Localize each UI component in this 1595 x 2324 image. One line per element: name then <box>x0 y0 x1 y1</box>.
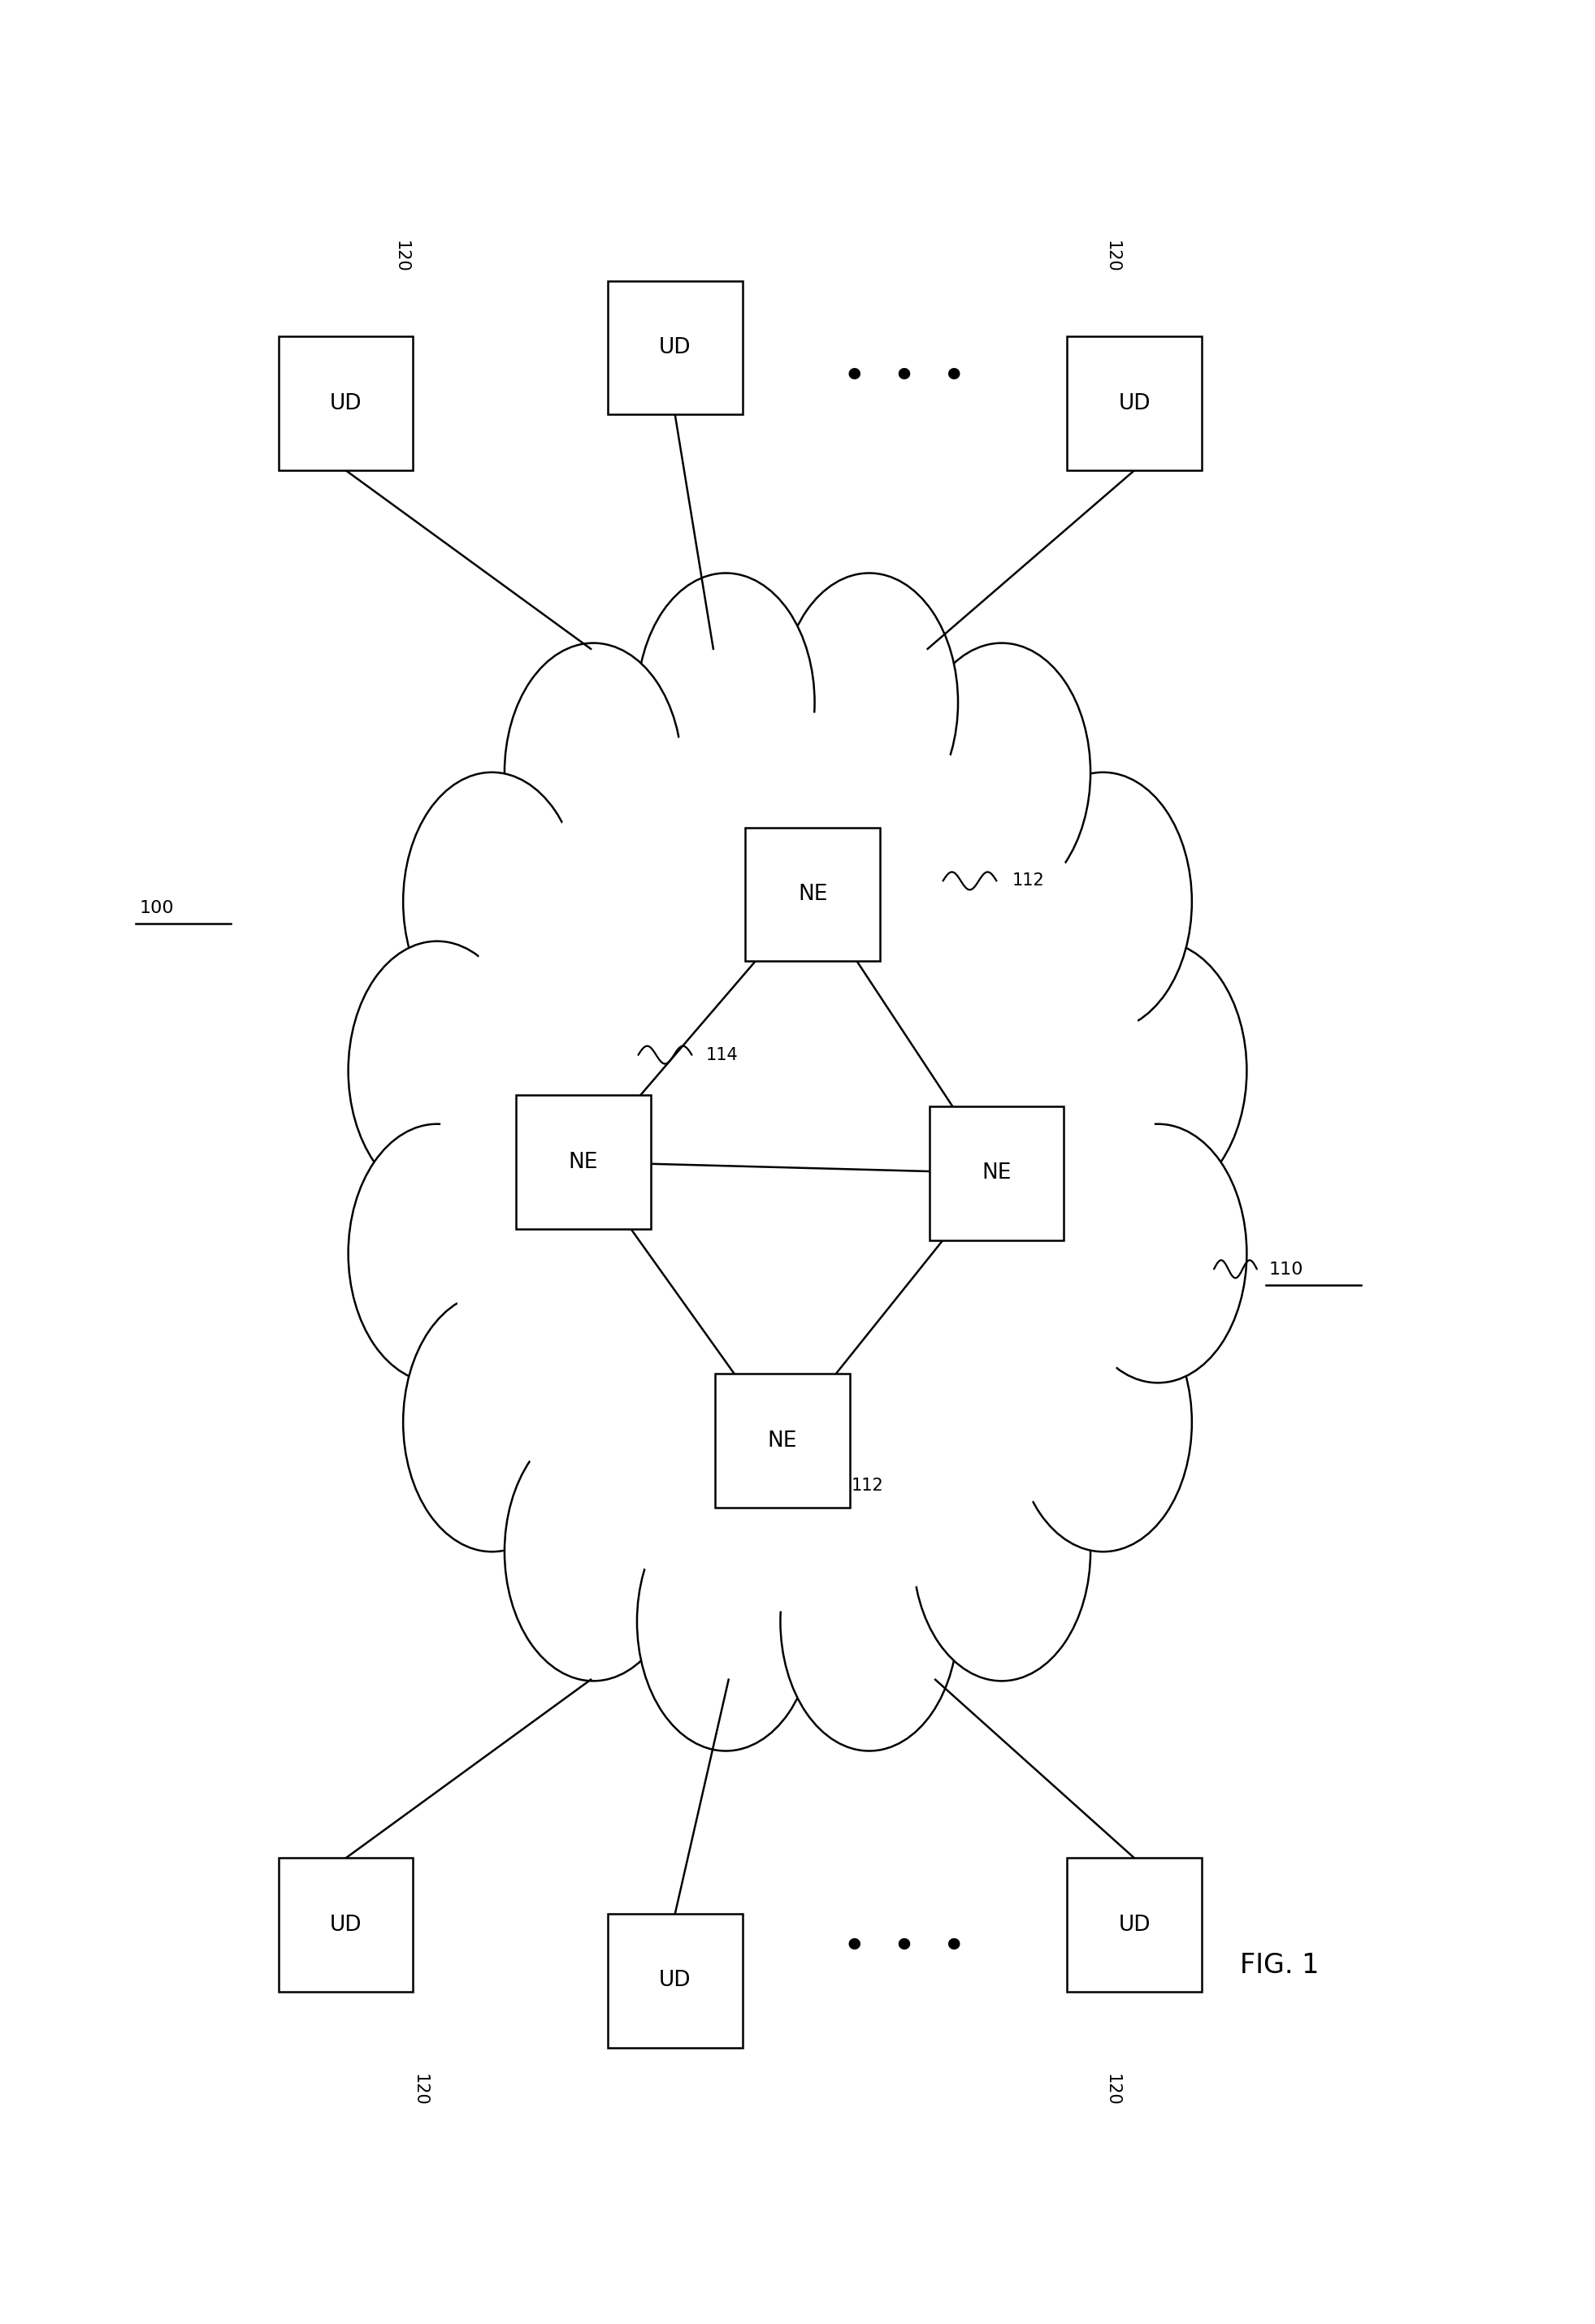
Text: NE: NE <box>767 1429 798 1452</box>
Ellipse shape <box>439 711 1156 1613</box>
Text: 112: 112 <box>852 1478 884 1494</box>
Circle shape <box>504 1422 683 1680</box>
Text: 120: 120 <box>394 239 410 272</box>
FancyBboxPatch shape <box>745 827 880 962</box>
Circle shape <box>1069 941 1247 1199</box>
Circle shape <box>348 941 526 1199</box>
Ellipse shape <box>330 548 1265 1776</box>
Circle shape <box>1014 772 1191 1032</box>
Text: NE: NE <box>983 1162 1011 1183</box>
Text: 120: 120 <box>412 2073 427 2106</box>
Text: UD: UD <box>1118 1915 1150 1936</box>
FancyBboxPatch shape <box>1067 1859 1201 1992</box>
Text: 120: 120 <box>1104 2073 1120 2106</box>
Circle shape <box>404 1292 581 1552</box>
FancyBboxPatch shape <box>715 1373 850 1508</box>
FancyBboxPatch shape <box>279 337 413 469</box>
Text: 114: 114 <box>705 1046 738 1062</box>
FancyBboxPatch shape <box>608 1915 742 2047</box>
Text: •  •  •: • • • <box>842 1929 967 1966</box>
Circle shape <box>1014 1292 1191 1552</box>
Text: •  •  •: • • • <box>842 358 967 395</box>
Circle shape <box>1069 1125 1247 1383</box>
FancyBboxPatch shape <box>1067 337 1201 469</box>
Text: NE: NE <box>568 1150 598 1174</box>
Text: UD: UD <box>330 1915 362 1936</box>
Circle shape <box>348 1125 526 1383</box>
Text: 120: 120 <box>1104 239 1120 272</box>
Text: NE: NE <box>798 883 828 904</box>
FancyBboxPatch shape <box>930 1106 1064 1241</box>
Text: 110: 110 <box>1270 1262 1303 1278</box>
Text: 112: 112 <box>1011 874 1045 890</box>
FancyBboxPatch shape <box>608 281 742 414</box>
Circle shape <box>404 772 581 1032</box>
Circle shape <box>780 1492 959 1750</box>
Text: UD: UD <box>659 1971 691 1992</box>
Circle shape <box>912 644 1091 902</box>
FancyBboxPatch shape <box>279 1859 413 1992</box>
FancyBboxPatch shape <box>515 1095 651 1229</box>
Circle shape <box>504 644 683 902</box>
Circle shape <box>912 1422 1091 1680</box>
Text: 100: 100 <box>139 899 174 916</box>
Text: FIG. 1: FIG. 1 <box>1241 1952 1319 1978</box>
Text: UD: UD <box>1118 393 1150 414</box>
Text: UD: UD <box>659 337 691 358</box>
Text: UD: UD <box>330 393 362 414</box>
Circle shape <box>636 574 815 832</box>
Circle shape <box>636 1492 815 1750</box>
Circle shape <box>780 574 959 832</box>
